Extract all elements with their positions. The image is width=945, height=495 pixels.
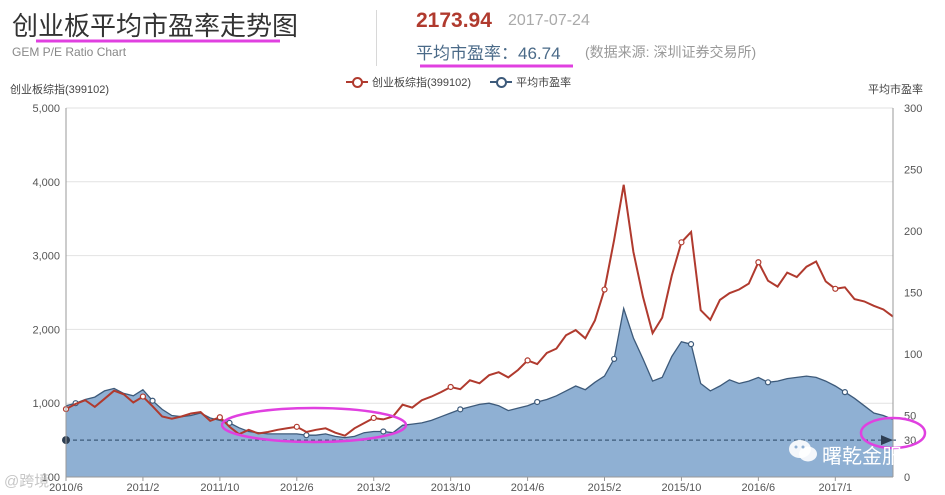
index-point: [678, 239, 685, 246]
left-tick-label: 5,000: [32, 103, 60, 115]
x-tick-label: 2015/10: [662, 482, 702, 494]
watermark-brand: 曙乾金服: [822, 446, 902, 468]
annotation-ellipse-30: [859, 416, 927, 450]
left-tick-label: 2,000: [32, 324, 60, 336]
annotation-ellipse-low: [220, 406, 408, 444]
index-point: [447, 383, 454, 391]
x-tick-label: 2013/2: [357, 482, 391, 494]
grid-lines: [66, 107, 893, 404]
left-tick-label: 3,000: [32, 251, 60, 263]
pe-point: [534, 398, 541, 406]
legend: 创业板综指(399102) 平均市盈率: [346, 74, 587, 91]
x-tick-label: 2010/6: [49, 482, 83, 494]
right-tick-label: 200: [904, 226, 922, 238]
x-tick-label: 2012/6: [280, 482, 314, 494]
pe-point: [611, 355, 618, 363]
chart-subtitle: GEM P/E Ratio Chart: [12, 45, 127, 59]
index-point: [832, 285, 839, 292]
header-divider: [376, 10, 377, 66]
latest-date: 2017-07-24: [508, 12, 590, 29]
wechat-icon: [789, 440, 817, 462]
right-tick-label: 300: [904, 103, 922, 115]
pe-point: [457, 406, 464, 413]
pe-point: [687, 341, 695, 348]
right-tick-label: 0: [904, 472, 910, 484]
x-tick-label: 2016/6: [742, 482, 776, 494]
right-tick-label: 150: [904, 288, 922, 300]
legend-pe-marker-icon: [490, 76, 513, 88]
pe-point: [764, 379, 772, 386]
right-tick-label: 100: [904, 349, 922, 361]
watermark-left: @跨境: [4, 473, 50, 490]
axes: 5,000 4,000 3,000 2,000 1,000 100 300 250 200 150…: [32, 103, 922, 494]
index-point: [370, 414, 377, 422]
pe-point: [380, 428, 387, 435]
data-source: (数据来源: 深圳证券交易所): [585, 44, 757, 60]
legend-item-index[interactable]: 创业板综指(399102): [346, 74, 471, 90]
x-tick-label: 2014/6: [511, 482, 545, 494]
legend-item-pe[interactable]: 平均市盈率: [490, 74, 571, 90]
pe-point: [149, 397, 156, 404]
x-tick-label: 2013/10: [431, 482, 471, 494]
left-tick-label: 100: [42, 472, 60, 484]
index-point: [293, 423, 300, 430]
legend-index-label: 创业板综指(399102): [372, 77, 472, 89]
chart-title: 创业板平均市盈率走势图: [12, 11, 299, 41]
right-tick-label: 250: [904, 165, 922, 177]
x-tick-label: 2011/2: [127, 482, 160, 494]
legend-index-marker-icon: [346, 76, 368, 88]
pe-series: [65, 305, 894, 477]
reference-line-arrow-icon: [881, 435, 893, 446]
x-tick-label: 2015/2: [588, 482, 622, 494]
latest-index-value: 2173.94: [416, 9, 492, 32]
right-axis-title: 平均市盈率: [868, 84, 923, 96]
index-point: [139, 393, 147, 400]
index-line: [65, 184, 894, 437]
left-tick-label: 4,000: [32, 177, 60, 189]
average-pe-label: 平均市盈率：46.74: [416, 44, 561, 63]
index-point: [524, 357, 531, 364]
pe-point: [303, 432, 310, 439]
x-tick-label: 2017/1: [818, 482, 852, 494]
index-point: [755, 259, 762, 266]
x-tick-label: 2011/10: [200, 482, 239, 494]
left-axis-title: 创业板综指(399102): [10, 84, 110, 96]
index-point: [601, 286, 608, 293]
left-tick-label: 1,000: [32, 398, 60, 410]
pe-area: [66, 308, 893, 477]
annotations: [36, 39, 927, 450]
index-point: [216, 414, 223, 421]
legend-pe-label: 平均市盈率: [516, 77, 572, 89]
pe-point: [841, 389, 849, 396]
